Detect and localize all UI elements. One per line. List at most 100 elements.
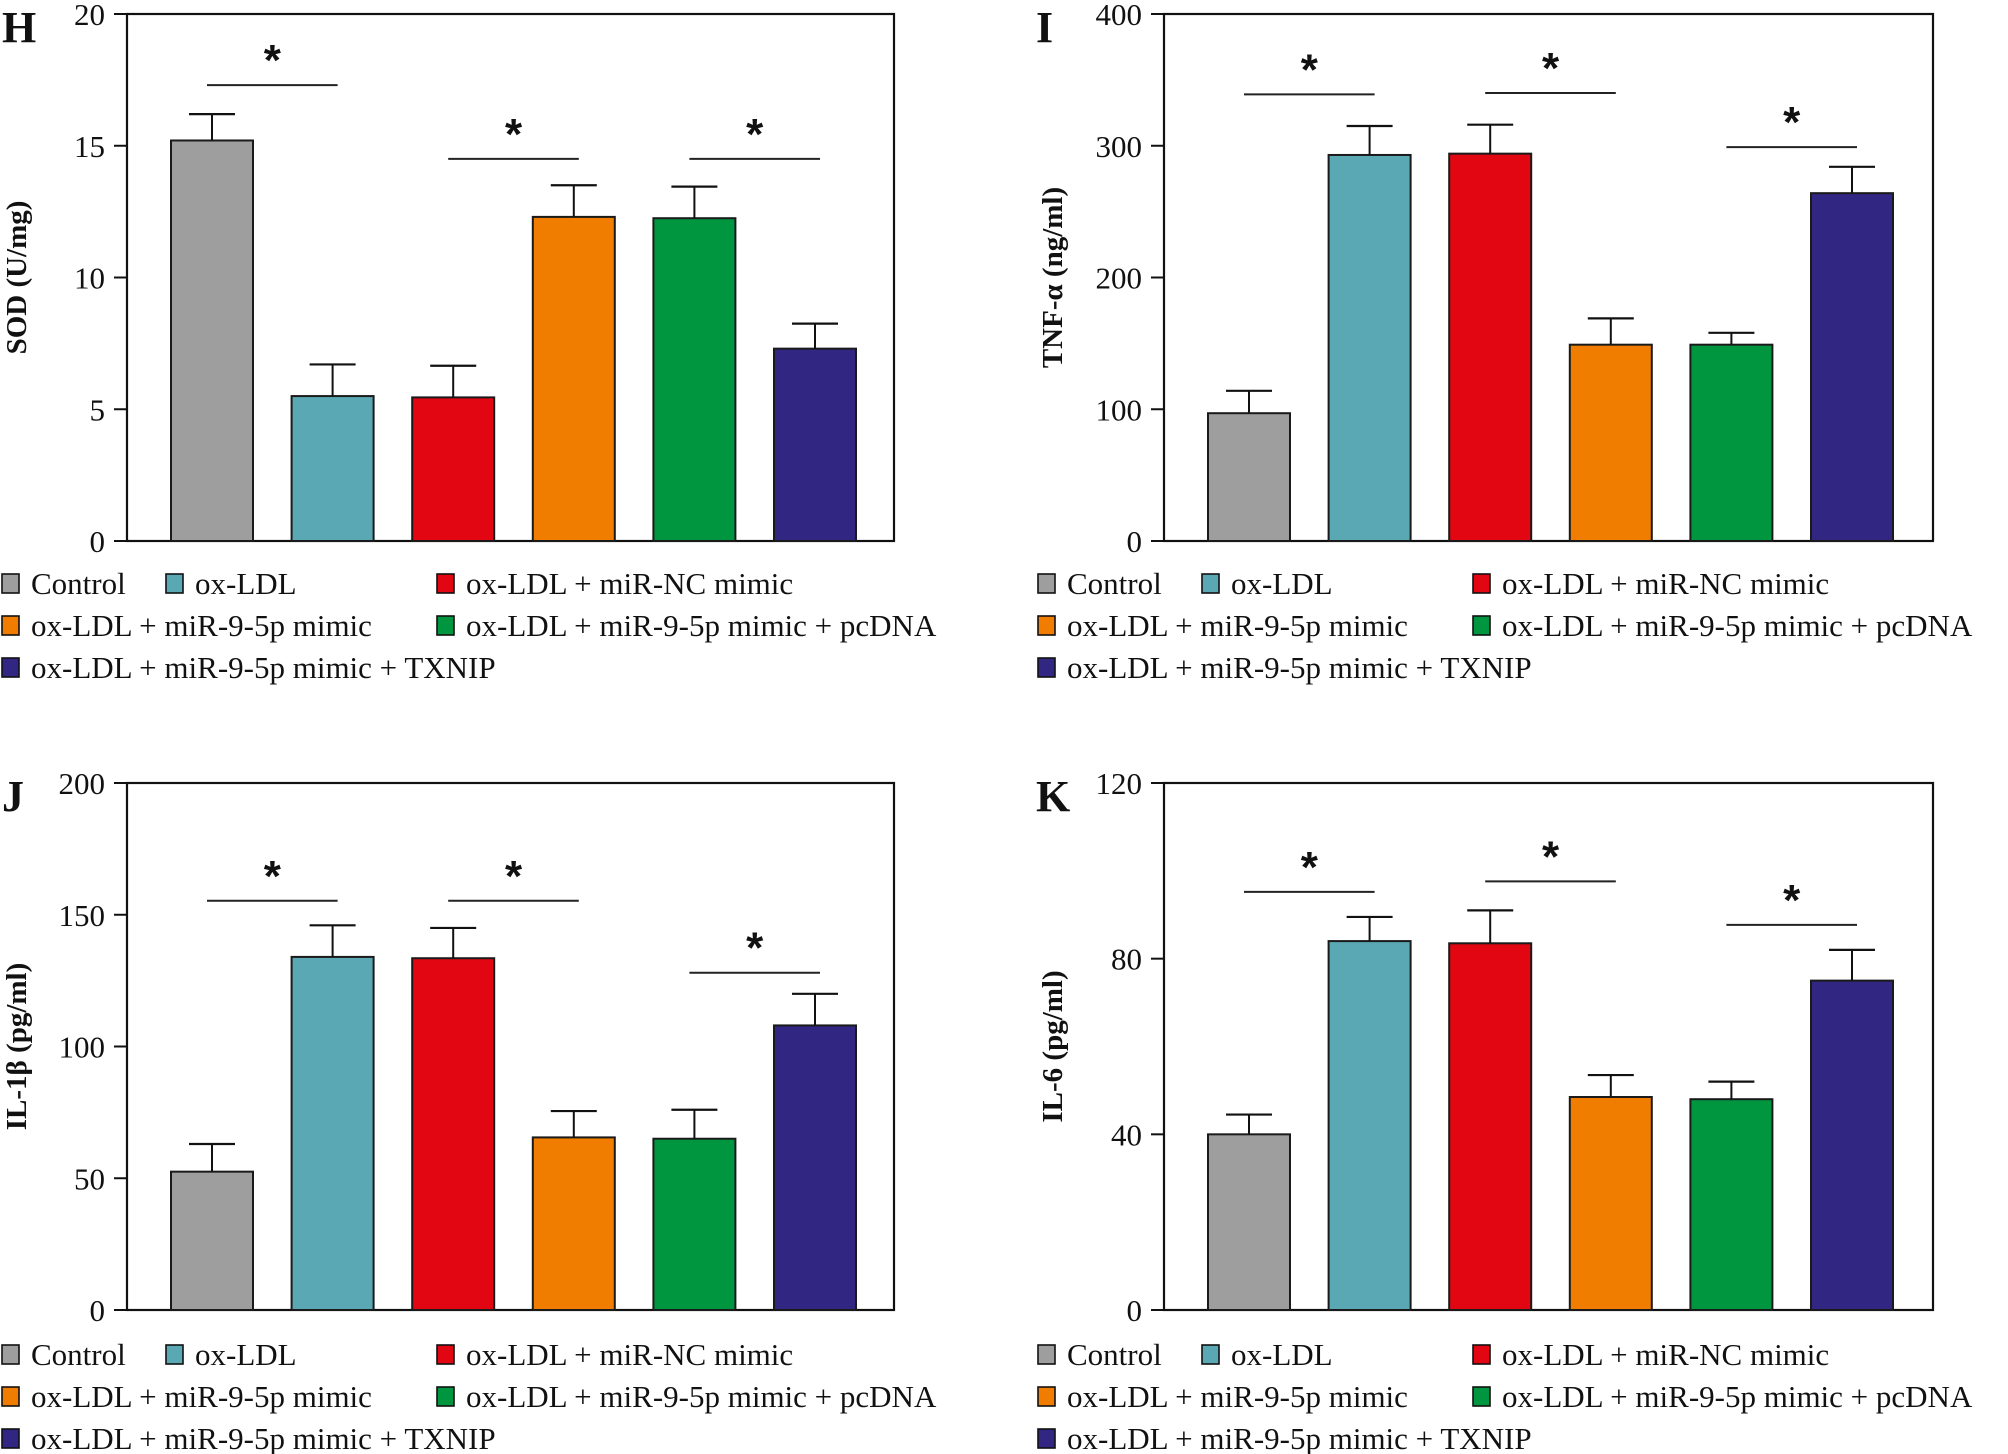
panel-i-panel-letter: I — [1036, 3, 1053, 52]
panel-k-legend-swatch — [1037, 1386, 1056, 1407]
panel-k-ytick-label: 0 — [1127, 1293, 1143, 1328]
panel-k-legend-label: ox-LDL — [1231, 1337, 1333, 1372]
panel-j-legend-label: ox-LDL — [195, 1337, 297, 1372]
panel-k-bar — [1810, 979, 1894, 1311]
panel-h-bar — [652, 217, 737, 542]
panel-h-ytick-label: 0 — [90, 524, 106, 559]
panel-h-ytick-label: 15 — [74, 129, 105, 164]
panel-j-legend-label: ox-LDL + miR-9-5p mimic + pcDNA — [466, 1379, 937, 1414]
panel-h-bar — [290, 395, 375, 543]
panel-h-y-axis-title: SOD (U/mg) — [1, 201, 33, 355]
panel-j-bar — [773, 1024, 857, 1312]
panel-j-significance-star: * — [264, 852, 282, 901]
panel-k-legend-label: Control — [1067, 1337, 1162, 1372]
panel-h-legend-swatch — [436, 573, 455, 594]
panel-k-legend-label: ox-LDL + miR-9-5p mimic + pcDNA — [1502, 1379, 1973, 1414]
panel-i-legend-label: Control — [1067, 566, 1162, 601]
panel-i-legend-swatch — [1472, 615, 1491, 636]
panel-h-legend-swatch — [1, 615, 20, 636]
panel-j-ytick-label: 0 — [90, 1293, 106, 1328]
panel-h-bar — [773, 347, 857, 542]
panel-i-bar — [1810, 192, 1894, 542]
panel-h-panel-letter: H — [2, 3, 36, 52]
panel-k-legend-label: ox-LDL + miR-9-5p mimic + TXNIP — [1067, 1421, 1532, 1454]
panel-i-ytick-label: 100 — [1096, 392, 1143, 427]
panel-i-significance-star: * — [1783, 98, 1801, 147]
panel-i-legend-swatch — [1201, 573, 1220, 594]
panel-i-legend-label: ox-LDL + miR-NC mimic — [1502, 566, 1829, 601]
panel-h-significance-star: * — [505, 110, 523, 159]
panel-h-legend-swatch — [165, 573, 184, 594]
panel-j-bar — [411, 957, 496, 1311]
panel-i-bar — [1207, 412, 1291, 543]
panel-i-bar — [1689, 343, 1774, 542]
panel-k-panel-letter: K — [1036, 772, 1070, 821]
panel-h-legend-swatch — [1, 573, 20, 594]
panel-k-significance-star: * — [1301, 843, 1319, 892]
panel-k-legend-swatch — [1037, 1428, 1056, 1449]
panel-i-legend-swatch — [1037, 657, 1056, 678]
panel-j-bar — [170, 1170, 254, 1311]
panel-j-legend-label: ox-LDL + miR-NC mimic — [466, 1337, 793, 1372]
panel-j-legend-swatch — [436, 1386, 455, 1407]
panel-i-ytick-label: 300 — [1096, 129, 1143, 164]
panel-k-plot-frame — [1162, 781, 1935, 1312]
panel-j-legend-swatch — [1, 1344, 20, 1365]
panel-i-legend-label: ox-LDL — [1231, 566, 1333, 601]
panel-h-significance-star: * — [746, 110, 764, 159]
panel-k-legend-swatch — [1472, 1344, 1491, 1365]
panel-i-bar — [1568, 343, 1653, 542]
panel-k-bar — [1568, 1096, 1653, 1311]
panel-h-bar — [531, 215, 616, 543]
panel-k-legend-label: ox-LDL + miR-9-5p mimic — [1067, 1379, 1408, 1414]
panel-k-legend-swatch — [1201, 1344, 1220, 1365]
panel-k-ytick-label: 120 — [1096, 766, 1143, 801]
panel-h-legend-label: Control — [31, 566, 126, 601]
panel-j-legend-label: ox-LDL + miR-9-5p mimic — [31, 1379, 372, 1414]
panel-h-legend-label: ox-LDL — [195, 566, 297, 601]
panel-i-legend-swatch — [1472, 573, 1491, 594]
panel-h-bar — [411, 396, 496, 542]
panel-k-bar — [1327, 940, 1412, 1311]
panel-j-bar — [290, 955, 375, 1311]
panel-j-ytick-label: 50 — [74, 1161, 105, 1196]
panel-h-legend-label: ox-LDL + miR-9-5p mimic + pcDNA — [466, 608, 937, 643]
panel-h-legend-label: ox-LDL + miR-9-5p mimic + TXNIP — [31, 650, 496, 685]
panel-h-ytick-label: 5 — [90, 392, 106, 427]
panel-i-ytick-label: 0 — [1127, 524, 1143, 559]
panel-i-y-axis-title: TNF-α (ng/ml) — [1037, 187, 1069, 368]
panel-j-legend-swatch — [165, 1344, 184, 1365]
panel-k-ytick-label: 80 — [1111, 942, 1142, 977]
panel-j-significance-star: * — [746, 924, 764, 973]
panel-i-legend-label: ox-LDL + miR-9-5p mimic + pcDNA — [1502, 608, 1973, 643]
panel-h-bar — [170, 139, 254, 542]
panel-j-ytick-label: 150 — [59, 898, 106, 933]
panel-j-legend-swatch — [1, 1386, 20, 1407]
panel-k-bar — [1207, 1133, 1291, 1312]
panel-i-ytick-label: 200 — [1096, 261, 1143, 296]
panel-h-ytick-label: 10 — [74, 261, 105, 296]
panel-j-y-axis-title: IL-1β (pg/ml) — [1, 963, 33, 1131]
panel-j-bar — [652, 1137, 737, 1311]
panel-h-legend-swatch — [436, 615, 455, 636]
panel-j-legend-swatch — [1, 1428, 20, 1449]
panel-h-ytick-label: 20 — [74, 0, 105, 32]
panel-j-ytick-label: 100 — [59, 1030, 106, 1065]
panel-i-bar — [1448, 152, 1533, 542]
panel-j-significance-star: * — [505, 852, 523, 901]
panel-h-significance-star: * — [264, 36, 282, 85]
panel-j-legend-swatch — [436, 1344, 455, 1365]
panel-j-ytick-label: 200 — [59, 766, 106, 801]
panel-i-significance-star: * — [1542, 44, 1560, 93]
panel-k-legend-swatch — [1037, 1344, 1056, 1365]
panel-j-legend-label: ox-LDL + miR-9-5p mimic + TXNIP — [31, 1421, 496, 1454]
panel-j-panel-letter: J — [2, 772, 24, 821]
panel-h-legend-swatch — [1, 657, 20, 678]
panel-i-legend-swatch — [1037, 573, 1056, 594]
panel-i-ytick-label: 400 — [1096, 0, 1143, 32]
panel-i-legend-label: ox-LDL + miR-9-5p mimic — [1067, 608, 1408, 643]
panel-k-y-axis-title: IL-6 (pg/ml) — [1037, 970, 1069, 1122]
panel-i-bar — [1327, 153, 1412, 542]
panel-j-legend-label: Control — [31, 1337, 126, 1372]
